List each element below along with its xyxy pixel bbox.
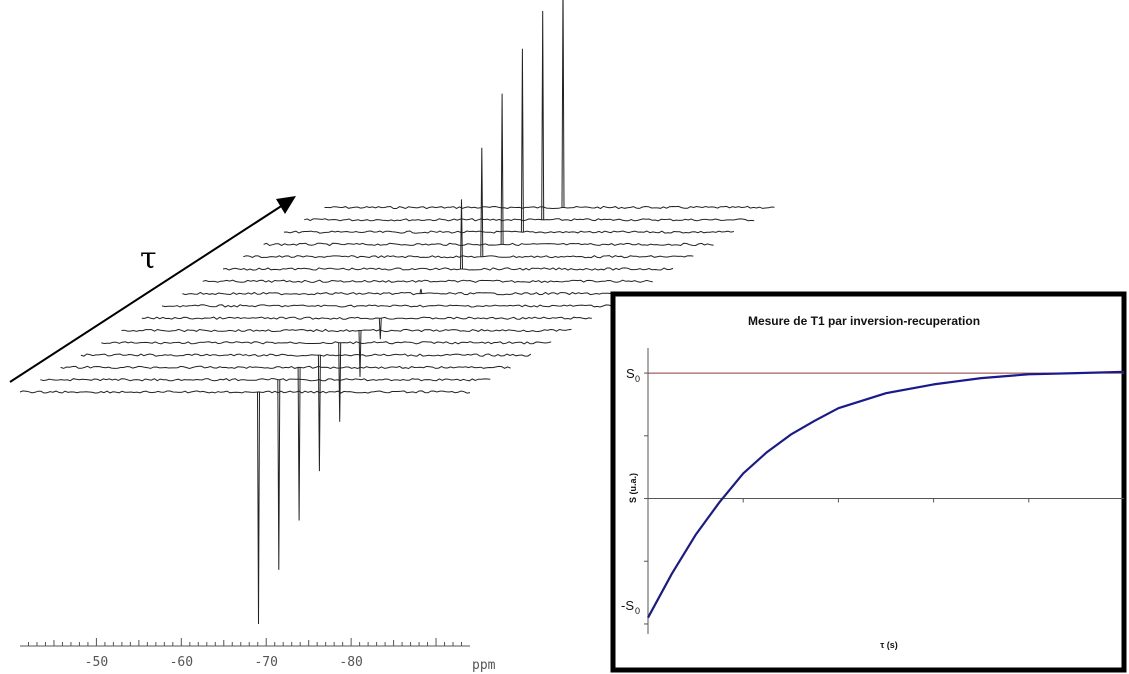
spectrum-trace-10 [202, 279, 653, 283]
inset-plot-area [644, 348, 1125, 634]
inset-x-axis-label: τ (s) [880, 640, 898, 650]
inset-chart: Mesure de T1 par inversion-recuperation … [610, 291, 1127, 673]
tau-symbol: τ [140, 241, 157, 276]
inset-ytick-minus-s0: -S 0 [621, 598, 640, 616]
inset-ytick-s0-main: S [626, 366, 635, 381]
spectrum-trace-4 [80, 353, 532, 472]
inset-y-axis-label: S (u.a.) [628, 473, 638, 503]
spectrum-trace-14 [283, 48, 734, 234]
ppm-axis: -50 -60 -70 -80 [20, 638, 470, 670]
spectrum-trace-7 [141, 316, 592, 340]
inset-frame [610, 291, 1127, 673]
inset-curve-1 [647, 370, 1125, 619]
stacked-spectra [19, 0, 775, 625]
inset-ytick-s0: S 0 [626, 366, 640, 384]
inset-ytick-minus-s0-main: -S [621, 598, 634, 613]
spectrum-trace-2 [40, 378, 491, 570]
spectrum-trace-9 [182, 288, 633, 296]
spectrum-trace-12 [243, 147, 694, 259]
inset-title: Mesure de T1 par inversion-recuperation [748, 314, 980, 328]
spectrum-trace-13 [263, 93, 714, 247]
ppm-tick-label: -80 [339, 655, 362, 670]
inset-ytick-s0-sub: 0 [635, 374, 640, 384]
tau-arrow-head-icon [276, 196, 296, 214]
tau-arrow-shaft [9, 202, 287, 383]
spectrum-trace-1 [19, 390, 471, 625]
ppm-tick-label: -60 [170, 655, 193, 670]
spectrum-trace-15 [304, 10, 755, 222]
tau-arrow [9, 196, 296, 383]
spectrum-trace-5 [101, 341, 552, 422]
spectrum-trace-16 [324, 0, 775, 210]
spectrum-trace-3 [60, 365, 511, 521]
inset-ytick-minus-s0-sub: 0 [635, 606, 640, 616]
spectrum-trace-11 [222, 199, 674, 271]
ppm-tick-label: -70 [254, 655, 277, 670]
ppm-tick-label: -50 [85, 655, 108, 670]
ppm-axis-label: ppm [472, 658, 496, 673]
spectrum-trace-8 [161, 304, 613, 308]
spectrum-trace-6 [121, 328, 572, 377]
